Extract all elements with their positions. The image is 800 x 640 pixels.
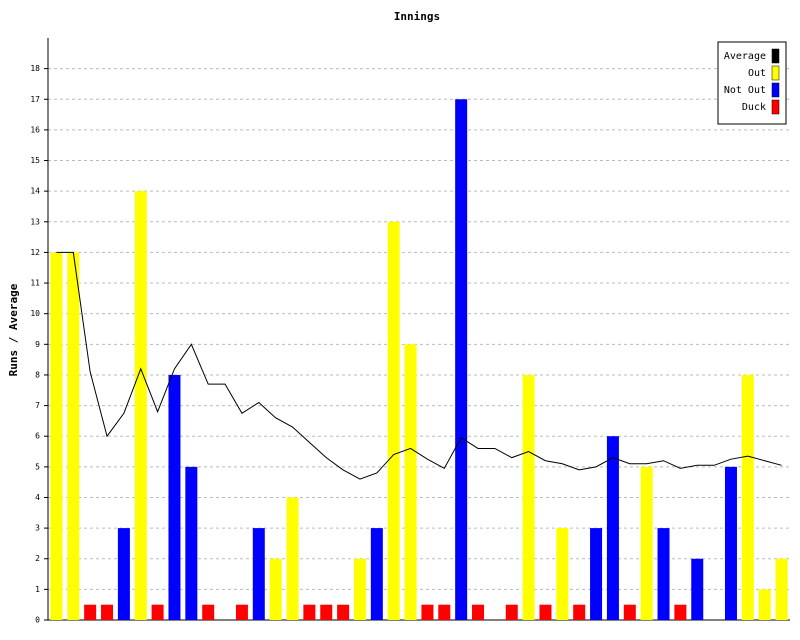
bar [320, 604, 333, 620]
y-tick-label: 0 [35, 616, 40, 625]
bar [387, 221, 400, 620]
bar [657, 528, 670, 620]
bar [202, 604, 215, 620]
bar [269, 558, 282, 620]
bar [539, 604, 552, 620]
chart-title: Innings [394, 10, 440, 23]
bar [741, 374, 754, 620]
bar [117, 528, 130, 620]
legend-label: Average [724, 51, 766, 62]
y-tick-label: 7 [35, 401, 40, 410]
bar [168, 374, 181, 620]
bar [573, 604, 586, 620]
bar [472, 604, 485, 620]
y-tick-label: 14 [30, 187, 40, 196]
bar [674, 604, 687, 620]
bar [505, 604, 518, 620]
legend-label: Out [748, 68, 766, 79]
y-tick-label: 17 [30, 95, 40, 104]
legend-label: Not Out [724, 85, 766, 96]
y-tick-label: 3 [35, 524, 40, 533]
y-axis-label: Runs / Average [7, 283, 20, 376]
bar [50, 252, 63, 620]
y-tick-label: 1 [35, 585, 40, 594]
y-tick-label: 16 [30, 125, 40, 134]
bar [438, 604, 451, 620]
y-tick-label: 5 [35, 462, 40, 471]
y-tick-label: 13 [30, 217, 40, 226]
bar [758, 589, 771, 620]
bar [84, 604, 97, 620]
legend-swatch [771, 65, 780, 81]
bar [404, 344, 417, 620]
y-tick-label: 4 [35, 493, 40, 502]
bar [691, 558, 704, 620]
bar [640, 466, 653, 620]
y-tick-label: 2 [35, 554, 40, 563]
legend-swatch [771, 82, 780, 98]
y-tick-label: 8 [35, 370, 40, 379]
bar [134, 191, 147, 620]
legend-swatch [771, 99, 780, 115]
bar [151, 604, 164, 620]
bar [522, 374, 535, 620]
bar [455, 99, 468, 620]
y-tick-label: 11 [30, 279, 40, 288]
bar [286, 497, 299, 620]
bar [235, 604, 248, 620]
bar [67, 252, 80, 620]
bar [775, 558, 788, 620]
average-line [56, 251, 782, 480]
y-tick-label: 9 [35, 340, 40, 349]
bar [353, 558, 366, 620]
bar [370, 528, 383, 620]
y-tick-label: 6 [35, 432, 40, 441]
bar [623, 604, 636, 620]
bar [101, 604, 114, 620]
bar [421, 604, 434, 620]
bar [556, 528, 569, 620]
legend-label: Duck [742, 102, 766, 113]
bar [252, 528, 265, 620]
bar [303, 604, 316, 620]
y-tick-label: 15 [30, 156, 40, 165]
bar [590, 528, 603, 620]
legend-swatch [771, 48, 780, 64]
y-tick-label: 10 [30, 309, 40, 318]
y-tick-label: 18 [30, 64, 40, 73]
bar [185, 466, 198, 620]
bar [724, 466, 737, 620]
bar [606, 436, 619, 620]
bar [337, 604, 350, 620]
y-tick-label: 12 [30, 248, 40, 257]
